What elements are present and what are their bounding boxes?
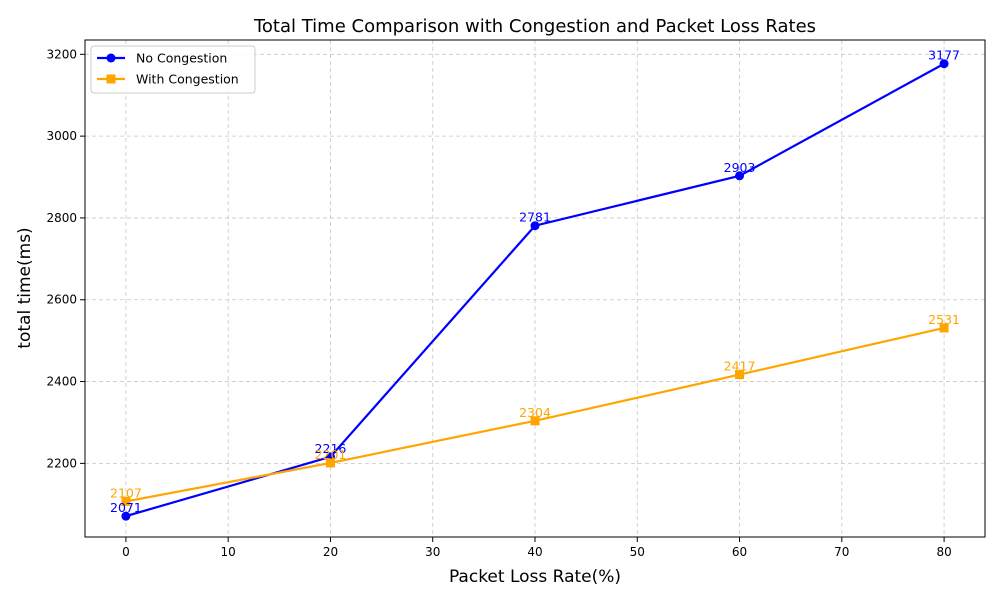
- x-tick-label: 60: [732, 545, 747, 559]
- y-tick-label: 2200: [46, 456, 77, 470]
- legend-box: [90, 45, 256, 94]
- y-tick-label: 2400: [46, 375, 77, 389]
- data-point-with-congestion: [735, 370, 745, 380]
- x-tick-label: 20: [323, 545, 338, 559]
- data-point-with-congestion: [530, 416, 540, 426]
- data-label-with-congestion: 2417: [724, 359, 756, 374]
- data-label-no-congestion: 2903: [724, 160, 756, 175]
- data-label-with-congestion: 2531: [928, 312, 960, 327]
- data-label-no-congestion: 2781: [519, 210, 551, 225]
- y-tick-label: 2800: [46, 211, 77, 225]
- data-point-no-congestion: [939, 59, 949, 69]
- legend-item-with-congestion: With Congestion: [97, 72, 239, 87]
- data-label-with-congestion: 2201: [315, 447, 347, 462]
- x-tick-label: 40: [527, 545, 542, 559]
- data-labels: 2071 2216 2781 2903 3177 2107 2201 2304 2417 2531: [110, 48, 960, 515]
- data-label-with-congestion: 2107: [110, 485, 142, 500]
- legend-marker: [106, 53, 116, 63]
- legend-marker: [106, 74, 116, 84]
- x-axis-label: Packet Loss Rate(%): [449, 567, 621, 587]
- data-point-with-congestion: [325, 458, 335, 468]
- series-with-congestion: [121, 323, 949, 506]
- data-label-no-congestion: 2071: [110, 500, 142, 515]
- data-point-no-congestion: [530, 221, 540, 231]
- x-tick-label: 30: [425, 545, 440, 559]
- y-axis-label: total time(ms): [15, 227, 35, 348]
- x-tick-label: 0: [122, 545, 130, 559]
- y-tick-label: 3000: [46, 129, 77, 143]
- x-tick-label: 70: [834, 545, 849, 559]
- x-tick-label: 80: [936, 545, 951, 559]
- series-no-congestion: [121, 59, 949, 521]
- data-label-no-congestion: 3177: [928, 48, 960, 63]
- x-tick-label: 50: [630, 545, 645, 559]
- chart-title: Total Time Comparison with Congestion an…: [253, 16, 816, 37]
- series-layer: [121, 59, 949, 521]
- data-point-with-congestion: [121, 496, 131, 506]
- legend: No Congestion With Congestion: [90, 45, 256, 94]
- y-axis-ticks: 2200 2400 2600 2800 3000 3200: [46, 47, 85, 470]
- data-label-with-congestion: 2304: [519, 405, 551, 420]
- y-tick-label: 3200: [46, 47, 77, 61]
- legend-label: With Congestion: [136, 72, 239, 87]
- x-axis-ticks: 0 10 20 30 40 50 60 70 80: [122, 537, 952, 559]
- y-tick-label: 2600: [46, 293, 77, 307]
- data-label-no-congestion: 2216: [315, 441, 347, 456]
- legend-label: No Congestion: [136, 51, 227, 66]
- legend-item-no-congestion: No Congestion: [97, 51, 227, 66]
- data-point-no-congestion: [121, 511, 131, 521]
- data-point-with-congestion: [939, 323, 949, 333]
- x-tick-label: 10: [221, 545, 236, 559]
- data-point-no-congestion: [735, 171, 745, 181]
